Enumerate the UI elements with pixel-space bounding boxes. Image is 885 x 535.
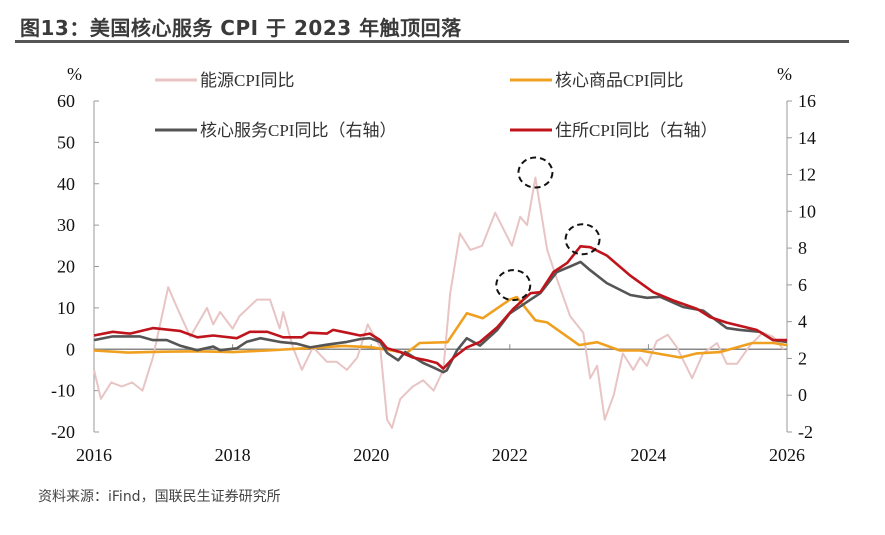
series-line-4	[93, 245, 787, 370]
x-tick-label: 2022	[492, 445, 528, 465]
peak-highlight-circle	[495, 269, 532, 302]
left-tick-label: -20	[51, 422, 75, 442]
right-tick-label: 0	[798, 385, 807, 405]
x-tick-label: 2026	[769, 445, 805, 465]
left-axis-unit: %	[67, 64, 82, 84]
legend-label-3: 核心服务CPI同比（右轴）	[200, 121, 396, 140]
right-tick-label: 16	[798, 91, 816, 111]
left-tick-label: 60	[57, 91, 75, 111]
series-line-1	[93, 176, 785, 429]
chart-title: 图13：美国核心服务 CPI 于 2023 年触顶回落	[20, 16, 462, 40]
right-tick-label: 4	[798, 312, 807, 332]
left-tick-label: -10	[51, 381, 75, 401]
right-tick-label: 2	[798, 348, 807, 368]
right-tick-label: 12	[798, 165, 816, 185]
x-tick-label: 2018	[215, 445, 251, 465]
x-tick-label: 2024	[630, 445, 666, 465]
peak-highlight-circle	[517, 156, 554, 189]
peak-highlight-circle	[564, 223, 601, 256]
left-tick-label: 10	[57, 298, 75, 318]
x-tick-label: 2016	[76, 445, 112, 465]
legend-label-4: 住所CPI同比（右轴）	[555, 121, 717, 140]
right-tick-label: 6	[798, 275, 807, 295]
left-tick-label: 30	[57, 215, 75, 235]
legend-label-1: 能源CPI同比	[200, 71, 294, 90]
legend-label-2: 核心商品CPI同比	[555, 71, 683, 90]
right-tick-label: 14	[798, 128, 816, 148]
x-tick-label: 2020	[353, 445, 389, 465]
series-line-2	[93, 295, 788, 359]
right-axis-unit: %	[777, 64, 792, 84]
source-note: 资料来源：iFind，国联民生证券研究所	[38, 489, 281, 505]
series-line-3	[93, 260, 788, 374]
left-tick-label: 0	[66, 339, 75, 359]
right-tick-label: 8	[798, 238, 807, 258]
right-tick-label: 10	[798, 201, 816, 221]
left-tick-label: 50	[57, 132, 75, 152]
title-divider	[15, 40, 849, 43]
left-tick-label: 40	[57, 174, 75, 194]
left-tick-label: 20	[57, 257, 75, 277]
right-tick-label: -2	[798, 422, 813, 442]
